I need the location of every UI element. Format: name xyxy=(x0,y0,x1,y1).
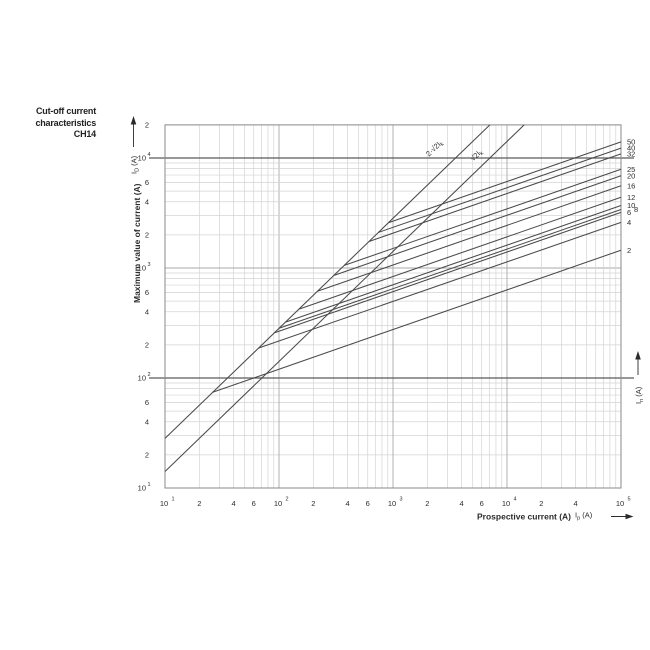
fuse-curve-32 xyxy=(368,153,622,242)
y-tick-label: 4 xyxy=(145,307,149,316)
x-tick-label: 10 xyxy=(274,499,282,508)
x-tick-label: 2 xyxy=(539,499,543,508)
fuse-curve-50 xyxy=(388,141,622,224)
curve-label-6: 6 xyxy=(627,208,631,217)
fuse-curve-40 xyxy=(378,147,622,233)
curve-label-2: 2 xyxy=(627,246,631,255)
right-axis-symbol: In (A) xyxy=(634,386,645,404)
y-tick-label: 10 xyxy=(138,374,146,383)
fuse-curve-25 xyxy=(344,168,622,266)
y-tick-label: 2 xyxy=(145,120,149,129)
y-tick-label: 2 xyxy=(145,340,149,349)
curve-label-25: 25 xyxy=(627,165,635,174)
fuse-curve-2 xyxy=(212,249,622,393)
fuse-curve-20 xyxy=(333,175,622,276)
x-tick-label: 4 xyxy=(460,499,464,508)
curve-label-4: 4 xyxy=(627,218,631,227)
envelope-line-label-2: √2Ik xyxy=(468,147,485,164)
x-tick-label: 6 xyxy=(252,499,256,508)
plot-border xyxy=(164,124,622,489)
fuse-curve-4 xyxy=(258,221,622,349)
left-axis-annotation: ID (A) xyxy=(130,116,141,174)
x-tick-label: 10 xyxy=(388,499,396,508)
chart-title-line3: CH14 xyxy=(73,129,96,139)
curve-label-40: 40 xyxy=(627,144,635,153)
y-tick-label: 10 xyxy=(138,484,146,493)
fuse-curve-10 xyxy=(285,205,622,323)
y-tick-label: 10 xyxy=(138,264,146,273)
x-tick-label: 2 xyxy=(197,499,201,508)
curve-label-10: 10 xyxy=(627,201,635,210)
x-tick-exponent: 4 xyxy=(514,497,517,503)
chart-title-line1: Cut-off current xyxy=(36,106,96,116)
envelope-line-1 xyxy=(164,124,491,439)
envelope-lines: 2·√2Ik√2Ik xyxy=(164,124,525,472)
left-axis-symbol: ID (A) xyxy=(130,155,141,174)
curve-label-20: 20 xyxy=(627,171,635,180)
curve-label-16: 16 xyxy=(627,181,635,190)
curve-label-50: 50 xyxy=(627,138,635,147)
right-axis-annotation: In (A) xyxy=(634,351,645,404)
y-tick-exponent: 3 xyxy=(148,262,151,268)
x-tick-exponent: 1 xyxy=(172,497,175,503)
x-axis-label: Prospective current (A) xyxy=(477,512,571,522)
fuse-curve-8 xyxy=(278,209,622,329)
y-tick-exponent: 1 xyxy=(148,482,151,488)
fuse-curves xyxy=(212,141,622,393)
fuse-curve-12 xyxy=(298,196,622,310)
x-axis-symbol: Ip (A) xyxy=(575,511,593,522)
y-tick-label: 4 xyxy=(145,417,149,426)
x-tick-label: 2 xyxy=(425,499,429,508)
x-tick-label: 6 xyxy=(480,499,484,508)
grid xyxy=(164,124,621,489)
up-arrow-head-right xyxy=(635,351,641,360)
x-tick-label: 4 xyxy=(574,499,578,508)
x-tick-label: 4 xyxy=(346,499,350,508)
x-tick-labels: 10 1 2 4 6 10 2 2 4 6 10 3 2 4 6 10 4 2 4 10 5 xyxy=(160,497,631,509)
x-tick-exponent: 2 xyxy=(286,497,289,503)
right-arrow-head xyxy=(625,513,634,520)
x-tick-label: 2 xyxy=(311,499,315,508)
x-tick-label: 10 xyxy=(616,499,624,508)
curve-label-8: 8 xyxy=(634,205,638,214)
x-axis-annotation: Prospective current (A) Ip (A) xyxy=(477,511,634,522)
envelope-line-2 xyxy=(164,124,525,472)
x-tick-label: 4 xyxy=(232,499,236,508)
curve-label-12: 12 xyxy=(627,193,635,202)
y-tick-label: 2 xyxy=(145,450,149,459)
chart-title-line2: characteristics xyxy=(35,117,96,128)
y-tick-label: 6 xyxy=(145,178,149,187)
y-tick-label: 2 xyxy=(145,230,149,239)
fuse-curve-6 xyxy=(274,211,622,334)
up-arrow-head-left xyxy=(130,116,137,125)
y-tick-label: 10 xyxy=(138,154,146,163)
y-tick-label: 6 xyxy=(145,398,149,407)
x-tick-label: 10 xyxy=(502,499,510,508)
x-tick-label: 6 xyxy=(366,499,370,508)
reference-lines xyxy=(149,157,634,379)
y-tick-label: 6 xyxy=(145,288,149,297)
y-tick-exponent: 2 xyxy=(148,372,151,378)
y-tick-label: 4 xyxy=(145,197,149,206)
y-tick-exponent: 4 xyxy=(148,152,151,158)
curve-label-32: 32 xyxy=(627,149,635,158)
fuse-curve-16 xyxy=(317,185,622,292)
y-axis-label: Maximum value of current (A) xyxy=(132,183,142,303)
x-tick-exponent: 5 xyxy=(628,497,631,503)
chart-title: Cut-off current characteristics CH14 xyxy=(10,106,96,141)
x-tick-exponent: 3 xyxy=(400,497,403,503)
x-tick-label: 10 xyxy=(160,499,168,508)
